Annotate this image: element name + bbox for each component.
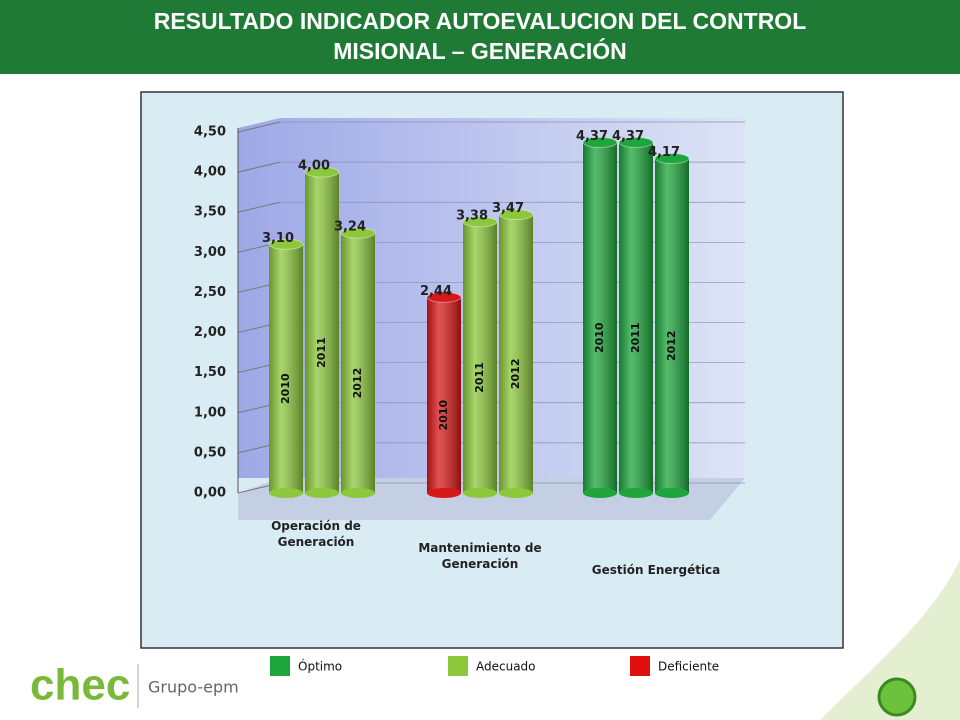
y-tick-label: 3,50 [194, 205, 226, 220]
y-tick-label: 2,50 [194, 285, 226, 300]
bar-year-label: 2012 [665, 330, 678, 361]
bar-shade [341, 233, 375, 493]
group-logo: Grupo-epm [148, 678, 239, 697]
bar-year-label: 2010 [279, 373, 292, 404]
y-tick-label: 2,00 [194, 325, 226, 340]
data-label: 3,10 [262, 231, 294, 246]
bar-base [655, 488, 689, 498]
bar-base [499, 488, 533, 498]
bar-shade [305, 172, 339, 493]
bar-top [304, 166, 340, 178]
data-label: 4,00 [298, 159, 330, 174]
bar-year-label: 2011 [629, 322, 642, 353]
bar-base [427, 488, 461, 498]
bar-top [582, 136, 618, 148]
bar-base [341, 488, 375, 498]
bar-shade [499, 214, 533, 493]
data-label: 4,37 [576, 129, 608, 144]
bar-shade [583, 142, 617, 493]
grid-line [237, 201, 281, 213]
bar-shade [427, 297, 461, 493]
title: RESULTADO INDICADOR AUTOEVALUCION DEL CO… [0, 0, 960, 74]
bar-shade [463, 221, 497, 494]
bar-top [426, 291, 462, 303]
bar-shade [269, 244, 303, 493]
bar-year-label: 2010 [437, 399, 450, 430]
bar-shade [619, 142, 653, 493]
bar-base [583, 488, 617, 498]
data-label: 4,17 [648, 145, 680, 160]
y-tick-label: 3,00 [194, 245, 226, 260]
bar-base [619, 488, 653, 498]
data-label: 3,47 [492, 201, 524, 216]
data-label: 3,38 [456, 208, 488, 223]
data-label: 4,37 [612, 129, 644, 144]
bar-base [463, 488, 497, 498]
y-tick-label: 1,00 [194, 405, 226, 420]
bar-year-label: 2012 [351, 368, 364, 399]
decoration [820, 560, 960, 720]
bar-base [269, 488, 303, 498]
grid-line [237, 121, 281, 133]
bar-top [498, 209, 534, 221]
legend-swatch [270, 656, 290, 676]
x-tick-label: Operación de Generación [271, 519, 361, 549]
nav-button[interactable] [877, 677, 917, 717]
bar-year-label: 2012 [509, 359, 522, 390]
legend-label: Adecuado [476, 660, 536, 674]
bar-base [305, 488, 339, 498]
bar-shade [655, 158, 689, 493]
bar-year-label: 2011 [473, 362, 486, 393]
legend-label: Óptimo [298, 659, 342, 674]
grid-line [237, 161, 281, 173]
bar-top [654, 152, 690, 164]
data-label: 2,44 [420, 284, 452, 299]
bar-top [268, 238, 304, 250]
y-tick-label: 0,00 [194, 486, 226, 501]
y-tick-label: 4,00 [194, 165, 226, 180]
bar-top [618, 136, 654, 148]
bar-year-label: 2011 [315, 337, 328, 368]
x-tick-label: Mantenimiento de Generación [418, 541, 542, 571]
y-tick-label: 1,50 [194, 365, 226, 380]
data-label: 3,24 [334, 220, 366, 235]
bar-top [462, 216, 498, 228]
y-tick-label: 0,50 [194, 445, 226, 460]
legend-swatch [630, 656, 650, 676]
y-tick-label: 4,50 [194, 125, 226, 140]
legend-swatch [448, 656, 468, 676]
bar-top [340, 227, 376, 239]
legend-label: Deficiente [658, 660, 719, 674]
bar-year-label: 2010 [593, 322, 606, 353]
logo: chec [30, 661, 130, 710]
x-tick-label: Gestión Energética [591, 563, 721, 577]
